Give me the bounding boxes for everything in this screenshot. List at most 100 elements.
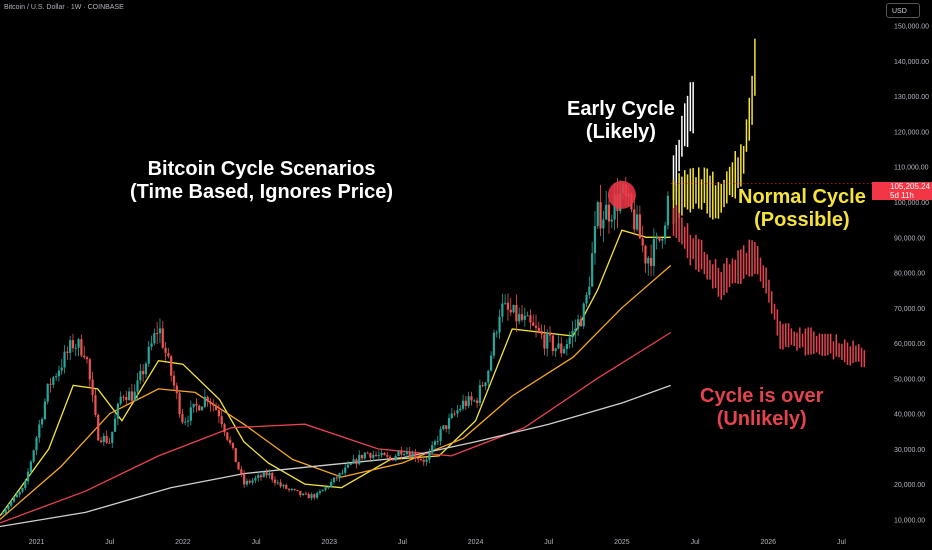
candle xyxy=(178,393,181,415)
candle xyxy=(408,452,411,458)
candle xyxy=(386,455,389,457)
candle xyxy=(495,332,498,334)
candle xyxy=(383,452,386,456)
candle xyxy=(501,303,504,317)
candle xyxy=(38,424,41,438)
normal-cycle-line-1: Normal Cycle xyxy=(738,186,866,208)
candle xyxy=(116,403,119,419)
candle xyxy=(647,257,650,264)
candle xyxy=(203,396,206,407)
cycle-over-annotation: Cycle is over (Unlikely) xyxy=(700,385,823,431)
candle xyxy=(243,473,246,485)
candle xyxy=(565,344,568,350)
candle xyxy=(301,493,305,496)
price-axis xyxy=(878,0,932,550)
candle xyxy=(122,396,125,398)
candle xyxy=(532,322,535,326)
candle xyxy=(487,370,490,383)
candle xyxy=(433,441,437,446)
candle xyxy=(105,435,108,443)
candle xyxy=(518,314,521,322)
title-annotation: Bitcoin Cycle Scenarios (Time Based, Ign… xyxy=(130,158,393,204)
candle xyxy=(655,236,658,239)
candle xyxy=(602,219,605,229)
candle xyxy=(661,238,664,241)
moving-average-line-4 xyxy=(0,384,671,528)
candle xyxy=(257,475,260,479)
x-tick-label: 2024 xyxy=(468,539,484,546)
cycle-over-line-2: (Unlikely) xyxy=(716,408,807,430)
candle xyxy=(273,479,277,484)
candle xyxy=(498,316,501,333)
candle xyxy=(32,450,35,462)
highlight-circle xyxy=(607,180,636,209)
candle xyxy=(10,501,13,506)
candle xyxy=(304,493,307,495)
candle xyxy=(526,315,529,317)
candle xyxy=(313,494,316,498)
candle xyxy=(649,257,653,266)
candle xyxy=(15,494,18,498)
moving-average-line-3 xyxy=(0,331,672,524)
candle xyxy=(248,480,251,483)
currency-button[interactable]: USD xyxy=(886,3,920,18)
candle xyxy=(644,245,647,264)
symbol-title: Bitcoin / U.S. Dollar · 1W · COINBASE xyxy=(4,4,124,11)
candle xyxy=(641,238,644,246)
candle xyxy=(607,204,611,222)
candle xyxy=(167,353,170,357)
candle xyxy=(175,385,178,394)
candle xyxy=(453,413,456,415)
candle xyxy=(585,294,588,304)
candle xyxy=(374,454,378,456)
y-tick-label: 110,000.00 xyxy=(894,165,929,172)
x-tick-label: Jul xyxy=(837,539,846,546)
candle xyxy=(136,380,139,392)
candle xyxy=(144,363,148,375)
candle xyxy=(251,480,254,483)
candle xyxy=(546,332,549,349)
candle xyxy=(265,472,268,476)
candle xyxy=(478,385,481,403)
candle xyxy=(147,346,150,364)
x-tick-label: 2026 xyxy=(760,539,776,546)
candle xyxy=(217,410,220,417)
candle xyxy=(279,482,282,487)
candle xyxy=(422,459,425,462)
last-price: 105,205.24 xyxy=(890,182,931,191)
candle xyxy=(74,347,77,349)
early-cycle-line-2: (Likely) xyxy=(585,121,656,143)
candle xyxy=(658,236,661,241)
candle xyxy=(397,450,400,457)
y-tick-label: 90,000.00 xyxy=(894,235,925,242)
candle xyxy=(534,325,538,328)
candle xyxy=(29,461,32,472)
title-line-2: (Time Based, Ignores Price) xyxy=(130,181,394,203)
candle xyxy=(475,400,479,403)
y-tick-label: 150,000.00 xyxy=(894,24,929,31)
candle xyxy=(574,328,577,331)
candle xyxy=(593,226,597,254)
candle xyxy=(80,339,83,356)
cycle-over-line-1: Cycle is over xyxy=(700,385,824,407)
candle xyxy=(321,489,324,492)
candle xyxy=(481,385,484,387)
candle xyxy=(220,416,223,425)
candle xyxy=(327,486,330,488)
candle xyxy=(484,382,487,387)
candle xyxy=(470,396,473,401)
candle xyxy=(332,477,336,482)
candle xyxy=(310,494,313,499)
bar-countdown: 5d 11h xyxy=(890,191,914,200)
candle xyxy=(338,473,341,479)
candle xyxy=(237,462,240,470)
candle xyxy=(318,491,322,493)
candle xyxy=(49,383,52,385)
candle xyxy=(66,351,69,353)
candle xyxy=(186,420,190,422)
y-tick-label: 30,000.00 xyxy=(894,447,925,454)
candle xyxy=(268,473,271,476)
y-tick-label: 70,000.00 xyxy=(894,306,925,313)
y-tick-label: 40,000.00 xyxy=(894,412,925,419)
